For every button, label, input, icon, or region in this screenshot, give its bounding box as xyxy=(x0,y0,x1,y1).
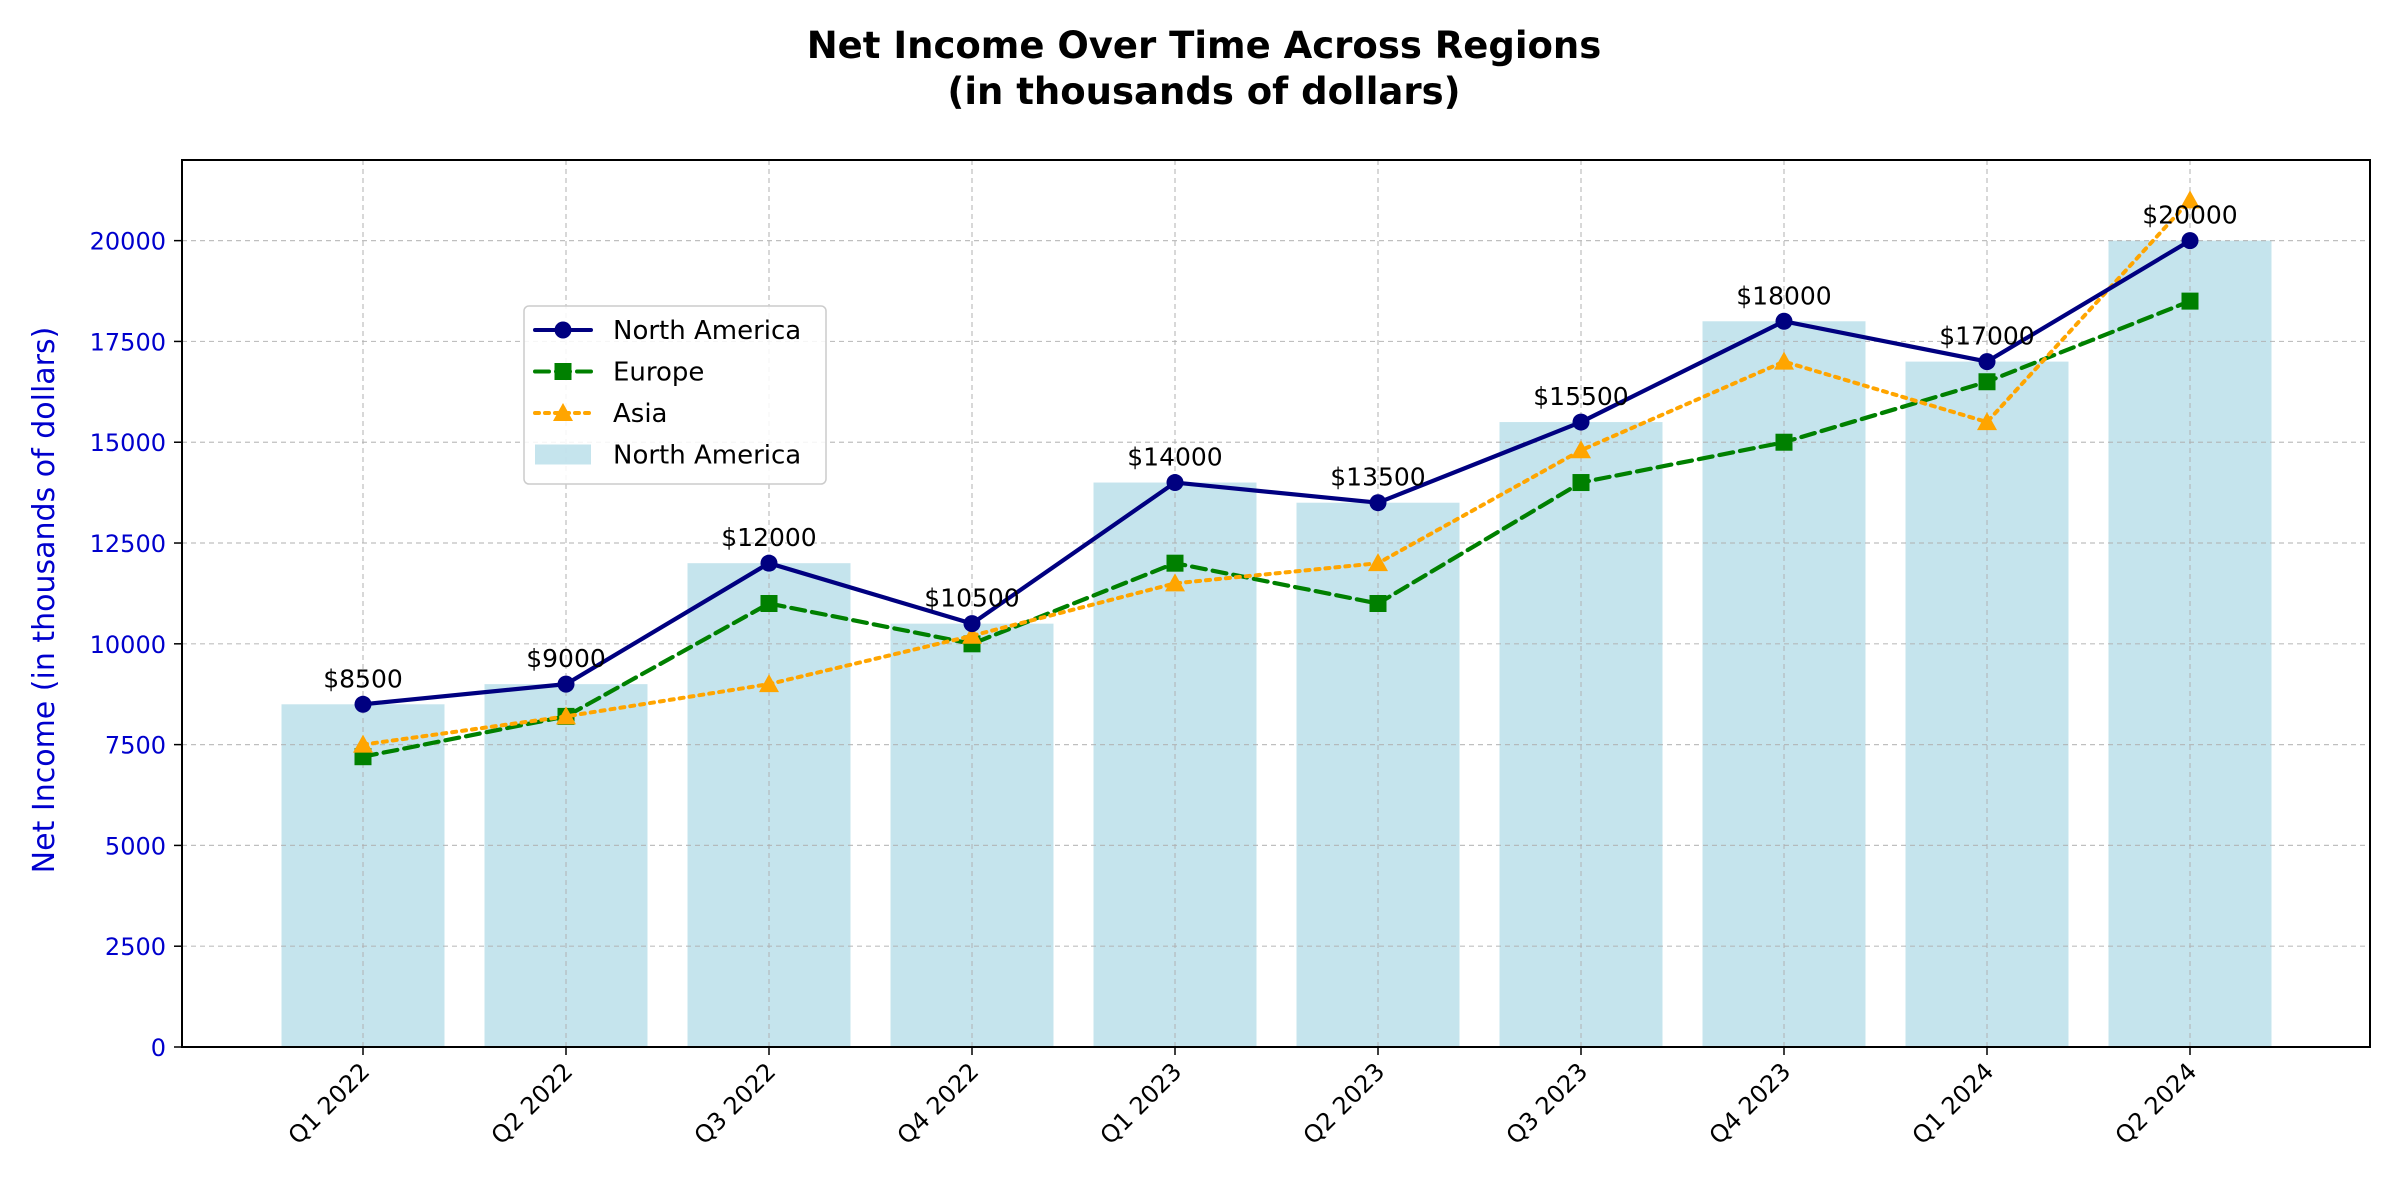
marker-north-america xyxy=(354,695,372,713)
marker-asia xyxy=(759,674,779,693)
y-tick-label: 10000 xyxy=(90,631,166,659)
marker-north-america xyxy=(963,615,981,633)
marker-europe xyxy=(1775,433,1793,451)
x-tick-label: Q1 2023 xyxy=(1095,1057,1188,1150)
legend-label: Asia xyxy=(613,399,668,429)
y-tick-label: 20000 xyxy=(90,228,166,256)
legend-marker-europe xyxy=(554,363,572,380)
marker-asia xyxy=(556,706,576,725)
data-label: $14000 xyxy=(1127,443,1222,472)
marker-asia xyxy=(1571,440,1591,459)
bar-north-america xyxy=(1499,422,1663,1047)
marker-asia xyxy=(1165,573,1185,592)
plot-area: 0 2500 5000 7500 10000 12500 15000 17500 20000 Q1… xyxy=(90,159,2371,1150)
marker-europe xyxy=(1369,595,1387,612)
marker-north-america xyxy=(2181,232,2199,250)
marker-north-america xyxy=(1369,494,1387,512)
y-tick-label: 7500 xyxy=(105,732,166,760)
data-label: $15500 xyxy=(1533,382,1628,411)
x-tick-label: Q4 2023 xyxy=(1704,1057,1797,1150)
legend-marker-asia xyxy=(553,403,573,421)
legend-box xyxy=(523,305,827,485)
line-asia xyxy=(361,198,2192,747)
legend-marker-north-america xyxy=(554,321,572,339)
y-tick-label: 12500 xyxy=(90,530,166,558)
marker-asia xyxy=(353,734,373,753)
data-label: $17000 xyxy=(1939,322,2034,351)
y-tick-label: 0 xyxy=(151,1034,166,1062)
x-tick-label: Q1 2024 xyxy=(1907,1057,2000,1150)
plot-frame xyxy=(181,159,2371,1048)
x-tick-label: Q2 2024 xyxy=(2110,1057,2203,1150)
y-tick-label: 2500 xyxy=(105,933,166,961)
chart-title-line1: Net Income Over Time Across Regions xyxy=(807,24,1602,67)
marker-north-america xyxy=(760,554,778,572)
marker-europe xyxy=(1978,373,1996,391)
legend-swatch-north-america xyxy=(535,444,591,465)
y-tick-label: 15000 xyxy=(90,429,166,457)
marker-north-america xyxy=(1572,413,1590,431)
chart-title-line2: (in thousands of dollars) xyxy=(947,70,1460,113)
marker-europe xyxy=(2181,292,2199,310)
data-label: $18000 xyxy=(1736,281,1831,310)
x-tick-label: Q4 2022 xyxy=(892,1057,985,1150)
line-europe xyxy=(360,299,2193,759)
marker-asia xyxy=(1774,351,1794,370)
y-tick-label: 17500 xyxy=(90,328,166,356)
marker-north-america xyxy=(1775,312,1793,330)
legend-label: North America xyxy=(613,316,801,346)
marker-asia xyxy=(1977,412,1997,431)
y-axis-label: Net Income (in thousands of dollars) xyxy=(27,327,62,874)
legend-label: North America xyxy=(613,441,801,471)
marker-asia xyxy=(1368,553,1388,572)
marker-north-america xyxy=(557,675,575,693)
x-tick-label: Q3 2023 xyxy=(1501,1057,1594,1150)
data-label: $9000 xyxy=(526,644,606,673)
marker-europe xyxy=(1572,474,1590,492)
x-tick-label: Q1 2022 xyxy=(283,1057,376,1150)
x-tick-label: Q2 2023 xyxy=(1298,1057,1391,1150)
legend-label: Europe xyxy=(613,358,704,388)
marker-north-america xyxy=(1166,474,1184,492)
marker-north-america xyxy=(1978,353,1996,371)
marker-europe xyxy=(760,595,778,612)
y-tick-label: 5000 xyxy=(105,832,166,860)
data-label: $8500 xyxy=(323,664,403,693)
data-label: $10500 xyxy=(924,584,1019,613)
x-tick-label: Q3 2022 xyxy=(689,1057,782,1150)
marker-asia xyxy=(2180,190,2200,209)
data-label: $13500 xyxy=(1330,463,1425,492)
data-label: $20000 xyxy=(2142,201,2237,230)
marker-asia xyxy=(962,625,982,644)
legend: North America Europe Asia North America xyxy=(523,305,827,485)
line-north-america xyxy=(360,238,2193,707)
data-label: $12000 xyxy=(721,523,816,552)
marker-europe xyxy=(1166,554,1184,572)
x-tick-label: Q2 2022 xyxy=(486,1057,579,1150)
